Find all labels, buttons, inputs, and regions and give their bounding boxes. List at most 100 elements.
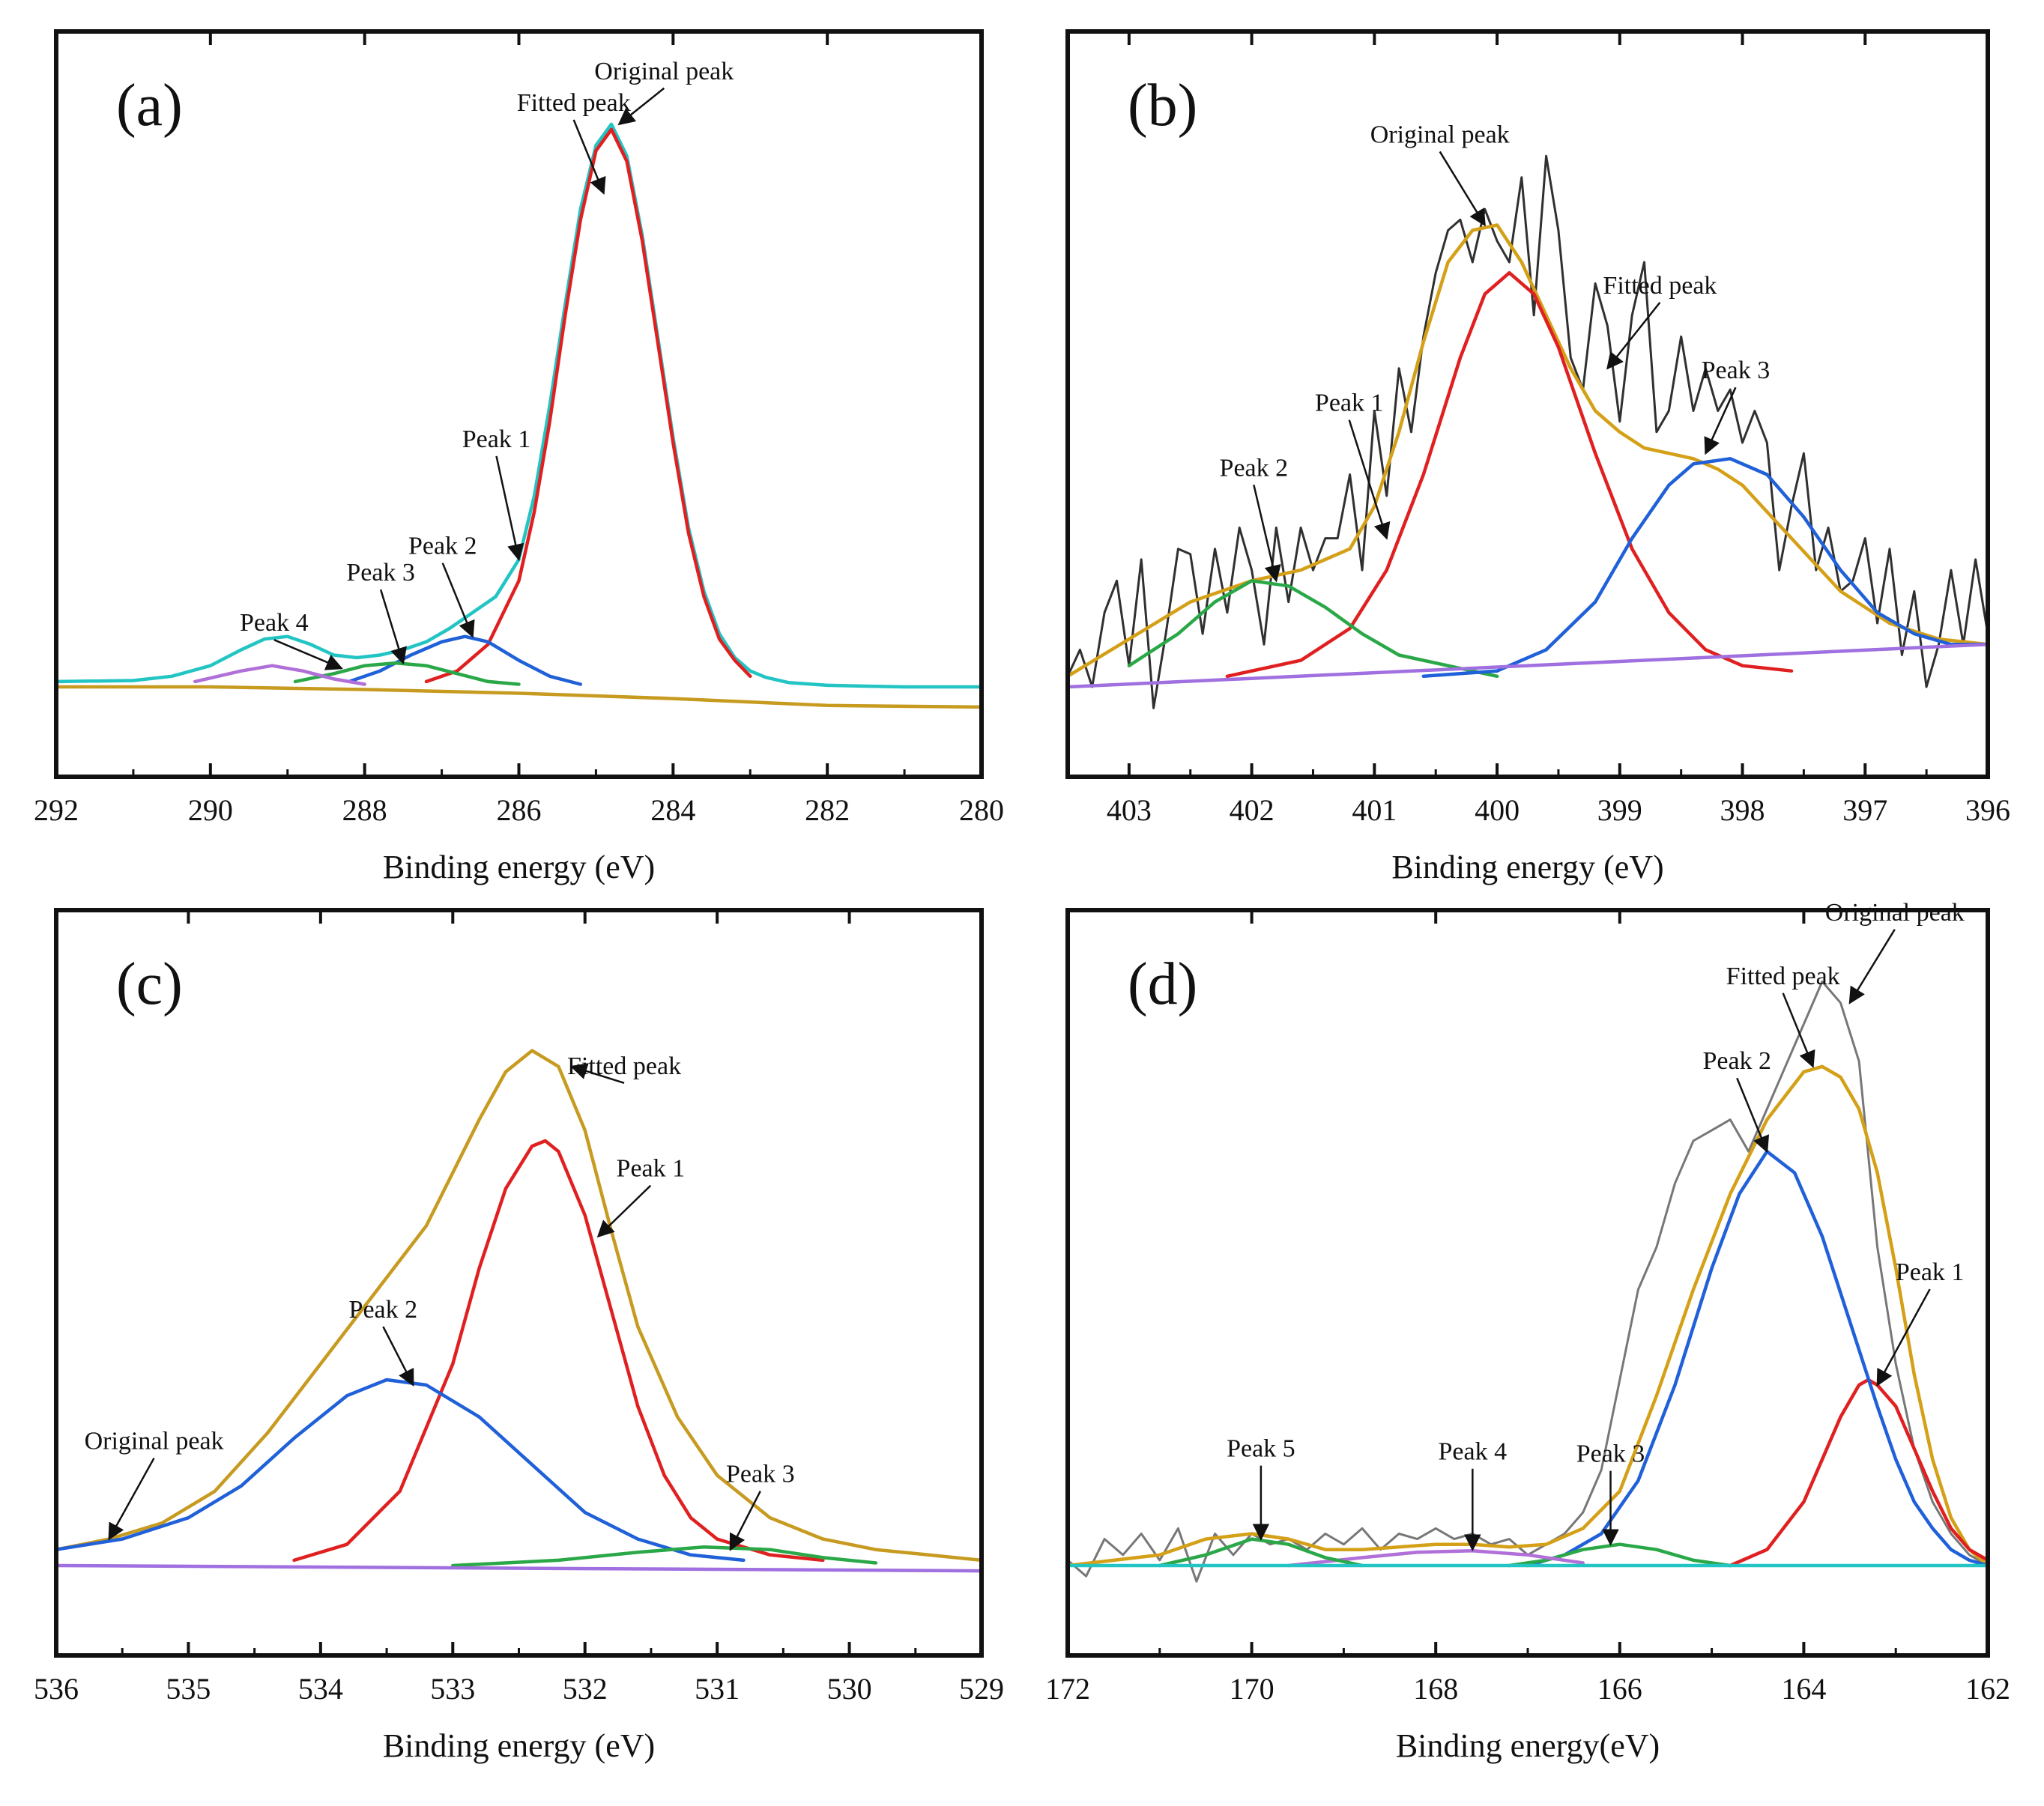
annotation-arrow: [1782, 993, 1815, 1068]
x-tick-label: 398: [1720, 793, 1765, 827]
annotation-peak-5: Peak 5: [1227, 1435, 1295, 1541]
panel-c: 536 535 534 533 532 531 530 529 Binding energy (…: [34, 908, 1004, 1764]
annotation-fitted-peak: Fitted peak: [517, 89, 631, 195]
annotation-arrow: [108, 1457, 155, 1541]
x-tick-label: 170: [1230, 1672, 1275, 1706]
series-peak-3: [1508, 1542, 1732, 1568]
series-peak-1: [1728, 1378, 1988, 1568]
annotation-label: Fitted peak: [567, 1052, 681, 1080]
annotation-label: Peak 2: [408, 533, 477, 560]
annotation-arrow: [273, 639, 343, 670]
series-original-peak: [1068, 980, 1988, 1583]
annotation-arrow: [572, 119, 606, 195]
annotation-label: Peak 1: [617, 1155, 686, 1183]
annotation-arrow: [569, 1063, 625, 1085]
x-tick-label: 166: [1597, 1672, 1642, 1706]
plot-frame: [54, 29, 984, 779]
annotation-fitted-peak: Fitted peak: [567, 1052, 681, 1085]
series-peak-4: [1286, 1548, 1585, 1568]
x-tick-label: 396: [1965, 793, 2010, 827]
annotation-label: Peak 5: [1227, 1435, 1295, 1463]
annotation-label: Peak 4: [1439, 1438, 1508, 1466]
x-axis-title: Binding energy (eV): [383, 849, 655, 885]
x-tick-label: 292: [34, 793, 79, 827]
series-background: [1068, 643, 1988, 689]
annotation-arrow: [729, 1491, 761, 1551]
annotation-fitted-peak: Fitted peak: [1603, 272, 1717, 370]
annotation-peak-4: Peak 4: [1439, 1438, 1508, 1551]
x-tick-label: 403: [1107, 793, 1152, 827]
annotation-label: Peak 2: [349, 1296, 418, 1324]
annotation-peak-1: Peak 1: [462, 425, 530, 562]
x-tick-label: 401: [1352, 793, 1397, 827]
annotation-label: Peak 3: [726, 1461, 795, 1488]
annotation-label: Fitted peak: [517, 89, 631, 117]
x-axis-title: Binding energy(eV): [1396, 1727, 1660, 1764]
series-peak-4: [193, 664, 366, 686]
annotation-original-peak: Original peak: [85, 1428, 224, 1541]
annotation-arrow: [1348, 419, 1391, 540]
x-tick-label: 286: [497, 793, 542, 827]
series-background: [56, 1563, 982, 1573]
series-original-peak: [170, 123, 906, 688]
annotation-label: Original peak: [85, 1428, 224, 1455]
annotation-label: Peak 4: [240, 609, 309, 637]
annotation-arrow: [382, 1326, 414, 1387]
annotation-label: Peak 2: [1220, 454, 1289, 482]
annotation-arrow: [1736, 1077, 1770, 1154]
series-peak-3: [293, 661, 521, 686]
annotation-arrow: [495, 455, 524, 562]
series-background: [56, 685, 982, 709]
annotation-peak-1: Peak 1: [1876, 1258, 1964, 1387]
x-tick-label: 288: [342, 793, 387, 827]
x-tick-label: 535: [166, 1672, 211, 1706]
panel-letter: (a): [116, 73, 183, 139]
x-tick-label: 400: [1475, 793, 1520, 827]
annotation-arrow: [1848, 929, 1896, 1004]
annotation-arrow: [617, 87, 665, 126]
x-tick-label: 280: [959, 793, 1004, 827]
series-peak-5: [1158, 1537, 1364, 1568]
annotation-original-peak: Original peak: [1825, 899, 1965, 1004]
annotation-label: Original peak: [594, 58, 734, 85]
x-tick-label: 172: [1045, 1672, 1090, 1706]
x-tick-label: 162: [1965, 1672, 2010, 1706]
x-tick-label: 536: [34, 1672, 79, 1706]
annotation-fitted-peak: Fitted peak: [1726, 963, 1840, 1068]
annotation-peak-1: Peak 1: [1315, 390, 1391, 540]
panel-b: 403 402 401 400 399 398 397 396 Binding energy (…: [1065, 29, 2010, 885]
annotation-arrow: [1704, 387, 1737, 455]
annotation-arrow: [1606, 302, 1661, 370]
x-tick-label: 532: [563, 1672, 608, 1706]
x-axis-title: Binding energy (eV): [1391, 849, 1663, 885]
annotation-arrow: [1439, 151, 1486, 227]
annotation-arrow: [1253, 484, 1281, 583]
annotation-arrow: [379, 589, 407, 665]
annotation-label: Peak 3: [1702, 357, 1771, 384]
annotation-peak-2: Peak 2: [408, 533, 477, 638]
series-peak-3: [451, 1545, 878, 1568]
annotation-original-peak: Original peak: [1370, 121, 1510, 227]
panel-letter: (c): [116, 951, 183, 1017]
annotation-peak-2: Peak 2: [1702, 1047, 1771, 1154]
annotation-original-peak: Original peak: [594, 58, 734, 126]
annotation-label: Peak 3: [1576, 1440, 1645, 1468]
annotation-peak-3: Peak 3: [1576, 1440, 1645, 1546]
plot-frame: [1065, 908, 1990, 1658]
x-tick-label: 164: [1781, 1672, 1826, 1706]
annotation-peak-3: Peak 3: [346, 559, 415, 665]
annotation-peak-4: Peak 4: [240, 609, 343, 670]
annotation-arrow: [596, 1184, 652, 1238]
annotation-peak-2: Peak 2: [349, 1296, 418, 1387]
panel-d: 172 170 168 166 164 162 Binding energy(eV) (d) O…: [1045, 899, 2010, 1764]
series-fitted-peak: [1068, 223, 1988, 679]
panel-a: 292 290 288 286 284 282 280 Binding energy (eV)…: [34, 29, 1004, 885]
x-tick-label: 533: [430, 1672, 475, 1706]
plot-frame: [1065, 29, 1990, 779]
series-peak-1: [1225, 270, 1794, 679]
annotation-label: Peak 3: [346, 559, 415, 587]
annotation-peak-3: Peak 3: [726, 1461, 795, 1551]
panel-letter: (b): [1128, 73, 1197, 139]
annotation-label: Fitted peak: [1603, 272, 1717, 300]
